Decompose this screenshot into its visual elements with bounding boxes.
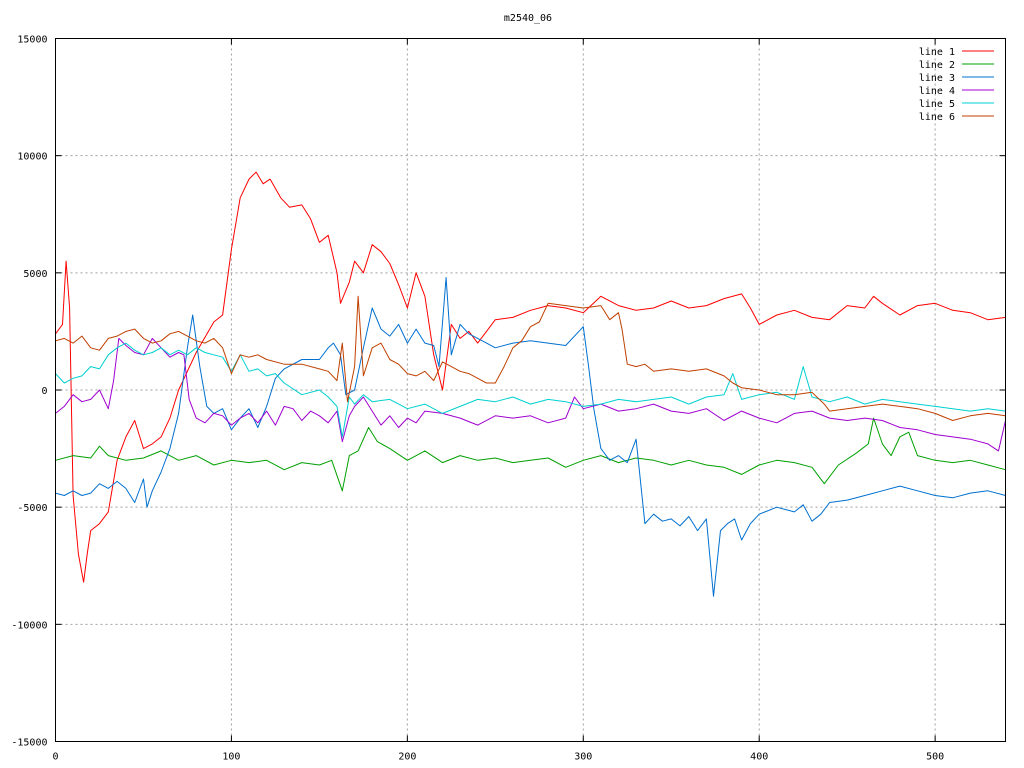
y-tick-label: -15000 [11,738,47,749]
legend: line 1 line 2 line 3 line 4 line 5 line 6 [919,47,994,123]
x-tick-label: 300 [574,752,592,763]
y-axis: -15000 -10000 -5000 0 5000 10000 15000 [11,35,1006,749]
series-line-5 [55,342,1006,438]
legend-label: line 3 [919,73,955,84]
x-tick-label: 200 [398,752,416,763]
y-tick-label: 10000 [17,152,47,163]
y-tick-label: 5000 [23,269,47,280]
series-line-2 [55,417,1006,492]
chart-title: m2540_06 [504,13,552,24]
series-line-1 [55,171,1006,583]
x-tick-label: 500 [926,752,944,763]
x-tick-label: 400 [750,752,768,763]
series-line-3 [55,277,1006,597]
y-tick-label: -10000 [11,620,47,631]
legend-label: line 1 [919,47,955,58]
x-tick-label: 100 [222,752,240,763]
series-lines [55,171,1006,597]
series-line-4 [55,337,1006,452]
x-axis: 0 100 200 300 400 500 [52,38,944,763]
legend-label: line 4 [919,86,955,97]
y-tick-label: 15000 [17,35,47,46]
x-tick-label: 0 [52,752,58,763]
legend-label: line 5 [919,99,955,110]
grid-lines [55,38,1006,742]
legend-label: line 2 [919,60,955,71]
legend-label: line 6 [919,112,955,123]
y-tick-label: 0 [41,386,47,397]
series-line-6 [55,295,1006,421]
y-tick-label: -5000 [17,503,47,514]
